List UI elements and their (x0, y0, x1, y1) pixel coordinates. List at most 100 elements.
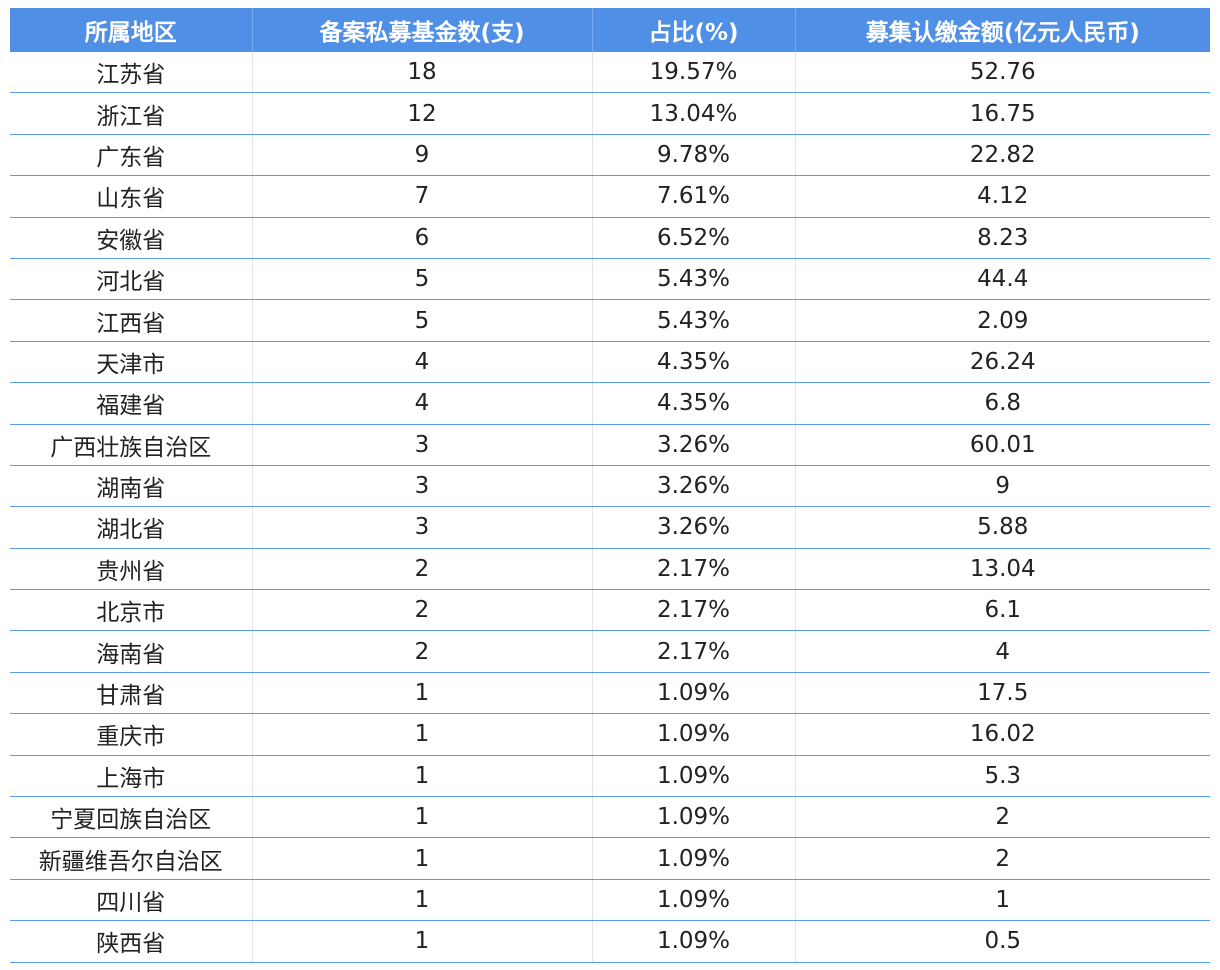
header-cell: 占比(%) (592, 8, 796, 52)
table-cell: 9.78% (592, 134, 796, 177)
table-cell: 5 (252, 299, 593, 342)
table-cell: 19.57% (592, 52, 796, 94)
table-cell: 7 (252, 175, 593, 218)
table-cell: 1.09% (592, 672, 796, 715)
table-cell: 2.17% (592, 548, 796, 591)
table-cell: 2 (252, 589, 593, 632)
table-cell: 9 (252, 134, 593, 177)
table-cell: 广东省 (10, 134, 253, 177)
table-cell: 5.3 (795, 755, 1210, 798)
table-cell: 湖南省 (10, 465, 253, 508)
table-cell: 12 (252, 92, 593, 135)
table-cell: 1.09% (592, 920, 796, 963)
table-cell: 甘肃省 (10, 672, 253, 715)
table-cell: 4.35% (592, 382, 796, 425)
table-cell: 江西省 (10, 299, 253, 342)
table-cell: 2 (795, 796, 1210, 839)
table-row: 湖南省 3 3.26% 9 (10, 465, 1210, 508)
table-cell: 安徽省 (10, 217, 253, 259)
table-cell: 1 (252, 920, 593, 963)
table-cell: 4 (795, 630, 1210, 673)
table-cell: 8.23 (795, 217, 1210, 259)
table-cell: 福建省 (10, 382, 253, 425)
table-cell: 1.09% (592, 879, 796, 922)
table-cell: 1 (252, 796, 593, 839)
table-cell: 6.8 (795, 382, 1210, 425)
table-cell: 4 (252, 382, 593, 425)
table-cell: 52.76 (795, 52, 1210, 94)
table-row: 广西壮族自治区 3 3.26% 60.01 (10, 424, 1210, 466)
table-cell: 1.09% (592, 713, 796, 756)
table-row: 湖北省 3 3.26% 5.88 (10, 506, 1210, 549)
table-row: 安徽省 6 6.52% 8.23 (10, 217, 1210, 259)
table-cell: 3.26% (592, 506, 796, 549)
table-cell: 26.24 (795, 341, 1210, 384)
table-cell: 2.17% (592, 589, 796, 632)
table-cell: 3 (252, 465, 593, 508)
table-cell: 7.61% (592, 175, 796, 218)
table-cell: 广西壮族自治区 (10, 424, 253, 466)
table-cell: 河北省 (10, 258, 253, 301)
table-cell: 海南省 (10, 630, 253, 673)
table-row: 河北省 5 5.43% 44.4 (10, 258, 1210, 301)
table-cell: 宁夏回族自治区 (10, 796, 253, 839)
header-cell: 募集认缴金额(亿元人民币) (795, 8, 1210, 52)
table-cell: 13.04 (795, 548, 1210, 591)
table-row: 福建省 4 4.35% 6.8 (10, 382, 1210, 425)
table-cell: 3 (252, 424, 593, 466)
table-cell: 1 (252, 672, 593, 715)
table-cell: 湖北省 (10, 506, 253, 549)
table-cell: 18 (252, 52, 593, 94)
table-cell: 0.5 (795, 920, 1210, 963)
header-row: 所属地区 备案私募基金数(支) 占比(%) 募集认缴金额(亿元人民币) (10, 8, 1210, 52)
table-cell: 6.1 (795, 589, 1210, 632)
table-cell: 60.01 (795, 424, 1210, 466)
table-cell: 重庆市 (10, 713, 253, 756)
table-cell: 5.88 (795, 506, 1210, 549)
table-cell: 浙江省 (10, 92, 253, 135)
table-row: 上海市 1 1.09% 5.3 (10, 755, 1210, 798)
table-cell: 16.75 (795, 92, 1210, 135)
table-cell: 2 (252, 630, 593, 673)
table-row: 江苏省 18 19.57% 52.76 (10, 52, 1210, 94)
table-cell: 2.09 (795, 299, 1210, 342)
table-cell: 6.52% (592, 217, 796, 259)
table-cell: 1 (252, 837, 593, 880)
table-row: 北京市 2 2.17% 6.1 (10, 589, 1210, 632)
table-cell: 山东省 (10, 175, 253, 218)
table-cell: 2 (795, 837, 1210, 880)
table-row: 甘肃省 1 1.09% 17.5 (10, 672, 1210, 715)
table-row: 陕西省 1 1.09% 0.5 (10, 920, 1210, 963)
table-cell: 1.09% (592, 837, 796, 880)
table-cell: 北京市 (10, 589, 253, 632)
table-row: 贵州省 2 2.17% 13.04 (10, 548, 1210, 591)
table-row: 江西省 5 5.43% 2.09 (10, 299, 1210, 342)
table-cell: 江苏省 (10, 52, 253, 94)
table-cell: 17.5 (795, 672, 1210, 715)
table-row: 四川省 1 1.09% 1 (10, 879, 1210, 922)
table-cell: 上海市 (10, 755, 253, 798)
table-cell: 3.26% (592, 465, 796, 508)
table-cell: 天津市 (10, 341, 253, 384)
table-row: 新疆维吾尔自治区 1 1.09% 2 (10, 837, 1210, 880)
table-cell: 5 (252, 258, 593, 301)
table-cell: 4.35% (592, 341, 796, 384)
header-cell: 备案私募基金数(支) (252, 8, 593, 52)
header-cell: 所属地区 (10, 8, 253, 52)
table-cell: 4.12 (795, 175, 1210, 218)
table-cell: 陕西省 (10, 920, 253, 963)
table-row: 海南省 2 2.17% 4 (10, 630, 1210, 673)
table-cell: 2 (252, 548, 593, 591)
table-cell: 2.17% (592, 630, 796, 673)
table-cell: 贵州省 (10, 548, 253, 591)
table-cell: 1 (795, 879, 1210, 922)
table-cell: 1.09% (592, 755, 796, 798)
table-row: 山东省 7 7.61% 4.12 (10, 175, 1210, 218)
data-table: 所属地区 备案私募基金数(支) 占比(%) 募集认缴金额(亿元人民币) 江苏省 18 19… (10, 8, 1210, 963)
table-cell: 3 (252, 506, 593, 549)
table-cell: 16.02 (795, 713, 1210, 756)
table-cell: 3.26% (592, 424, 796, 466)
table-cell: 新疆维吾尔自治区 (10, 837, 253, 880)
table-cell: 13.04% (592, 92, 796, 135)
